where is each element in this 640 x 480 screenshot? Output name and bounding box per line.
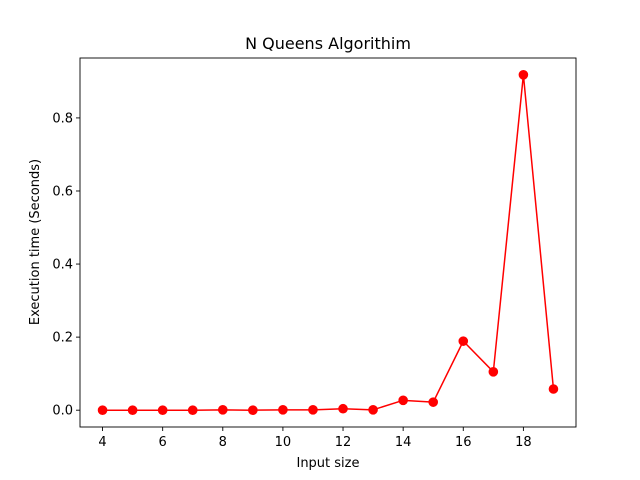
data-point-16 — [458, 336, 469, 346]
data-point-11 — [308, 405, 318, 415]
y-tick-label-0: 0.0 — [52, 404, 73, 419]
data-point-7 — [187, 405, 198, 415]
x-tick-label-14: 14 — [395, 435, 412, 450]
data-point-5 — [127, 405, 138, 415]
chart-title: N Queens Algorithim — [245, 34, 411, 53]
x-tick-label-10: 10 — [275, 435, 292, 450]
data-point-9 — [248, 405, 258, 415]
x-tick-label-4: 4 — [98, 435, 106, 450]
data-point-12 — [338, 403, 348, 414]
data-point-17 — [488, 367, 499, 377]
data-point-8 — [217, 405, 228, 415]
data-point-4 — [97, 405, 108, 415]
y-tick-label-3: 0.6 — [52, 184, 73, 199]
plot-frame — [79, 57, 577, 428]
data-point-15 — [428, 397, 439, 407]
y-axis-label: Execution time (Seconds) — [28, 159, 43, 325]
x-axis-label: Input size — [296, 456, 359, 471]
x-tick-label-16: 16 — [455, 435, 472, 450]
y-tick-label-2: 0.4 — [52, 258, 73, 273]
data-point-13 — [368, 405, 378, 415]
data-point-18 — [518, 70, 529, 80]
data-point-10 — [278, 405, 288, 415]
x-tick-label-12: 12 — [335, 435, 352, 450]
x-tick-label-6: 6 — [159, 435, 167, 450]
data-point-14 — [398, 395, 408, 406]
y-tick-label-4: 0.8 — [52, 111, 73, 126]
x-tick-label-18: 18 — [515, 435, 532, 450]
y-tick-label-1: 0.2 — [52, 331, 73, 346]
data-point-6 — [157, 405, 168, 415]
data-point-19 — [548, 384, 559, 394]
series-line-0 — [102, 74, 555, 411]
x-tick-label-8: 8 — [219, 435, 227, 450]
